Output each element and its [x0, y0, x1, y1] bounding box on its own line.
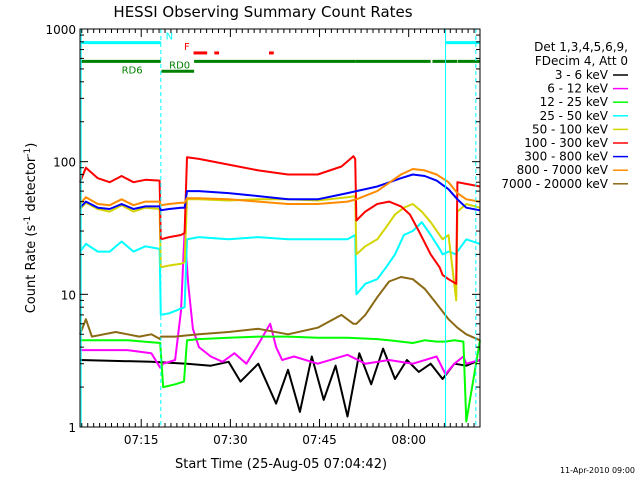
legend-label-50-100-kev: 50 - 100 keV: [532, 122, 609, 136]
y-axis-label-mid: detector: [24, 156, 39, 216]
x-tick-label: 07:45: [302, 433, 337, 447]
series-line-6-12-kev: [80, 230, 481, 376]
y-tick-label: 10: [61, 288, 76, 302]
y-tick-label: 1: [68, 421, 76, 435]
y-axis-label-sup2: -1: [23, 148, 33, 157]
legend-label-12-25-kev: 12 - 25 keV: [540, 95, 609, 109]
series-line-7000-20000-kev: [79, 276, 481, 342]
flag-label-rd0: RD0: [169, 60, 190, 71]
vline-layer: [80, 29, 477, 427]
series-line-800-7000-kev: [79, 168, 481, 207]
legend-label-3-6-kev: 3 - 6 keV: [555, 68, 609, 82]
y-axis-label-main: Count Rate (s: [24, 225, 39, 314]
legend-header-line2: FDecim 4, Att 0: [535, 54, 628, 68]
legend-label-300-800-kev: 300 - 800 keV: [524, 150, 608, 164]
legend-label-6-12-kev: 6 - 12 keV: [547, 82, 609, 96]
series-line-300-800-kev: [79, 173, 481, 212]
flag-label-f: F: [184, 42, 190, 53]
series-line-50-100-kev: [79, 195, 481, 302]
flag-layer: NF RD0 RD6: [81, 32, 480, 76]
flag-label-rd6: RD6: [122, 65, 143, 76]
series-line-25-50-kev: [79, 221, 481, 316]
legend-label-100-300-kev: 100 - 300 keV: [524, 136, 608, 150]
series-layer: [79, 155, 481, 423]
tick-layer: 07:15 07:30 07:45 08:00 1 10 100 1000: [45, 23, 481, 447]
legend-header-line1: Det 1,3,4,5,6,9,: [534, 40, 628, 54]
legend-label-25-50-kev: 25 - 50 keV: [540, 109, 609, 123]
plot-area: NF RD0 RD6 07:15 07:30 07:45 08:00 1 10 100 1000: [45, 23, 481, 447]
plot-frame: [79, 28, 481, 428]
y-axis-label-sup1: -1: [23, 216, 33, 225]
x-tick-label: 07:15: [124, 433, 159, 447]
y-axis-label-end: ): [24, 143, 39, 148]
x-tick-label: 07:30: [213, 433, 248, 447]
flag-label-n: N: [166, 32, 173, 43]
series-line-12-25-kev: [80, 335, 481, 423]
x-tick-label: 08:00: [391, 433, 426, 447]
legend-label-800-7000-kev: 800 - 7000 keV: [517, 163, 609, 177]
series-line-100-300-kev: [79, 155, 481, 285]
y-axis-label: Count Rate (s-1 detector-1): [23, 143, 39, 314]
x-axis-label: Start Time (25-Aug-05 07:04:42): [175, 457, 387, 472]
legend-label-7000-20000-kev: 7000 - 20000 keV: [501, 177, 608, 191]
y-tick-label: 100: [53, 156, 76, 170]
footer-date: 11-Apr-2010 09:00: [560, 466, 635, 475]
chart-title: HESSI Observing Summary Count Rates: [113, 3, 412, 21]
legend: Det 1,3,4,5,6,9, FDecim 4, Att 0 3 - 6 k…: [501, 40, 628, 191]
series-line-3-6-kev: [79, 347, 481, 418]
y-tick-label: 1000: [45, 23, 76, 37]
